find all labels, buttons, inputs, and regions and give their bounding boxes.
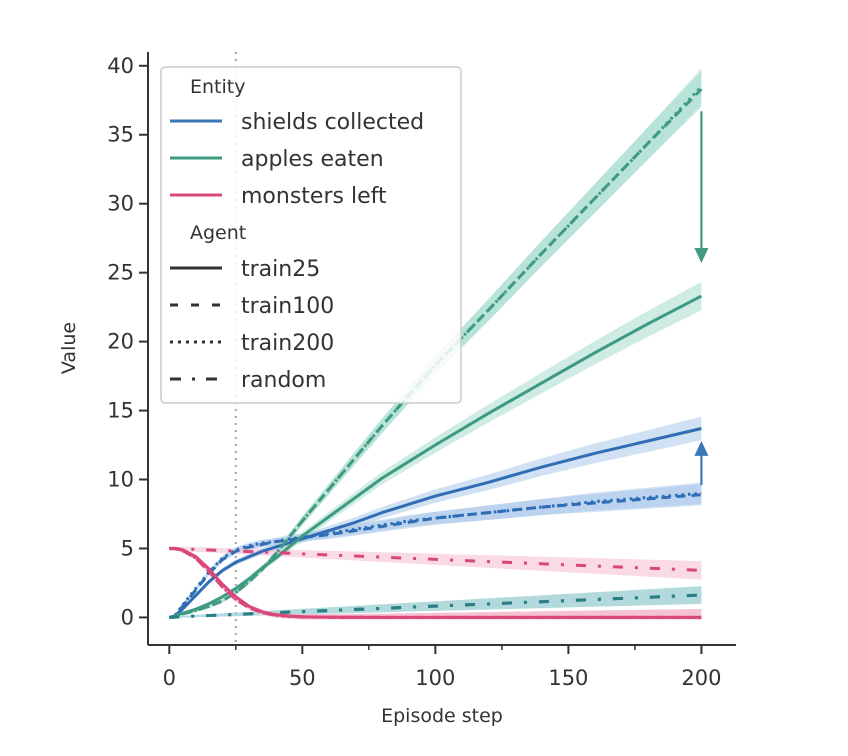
y-axis-label: Value <box>58 322 80 374</box>
legend-label-train100: train100 <box>241 294 334 319</box>
annotation-arrows <box>694 111 709 486</box>
band-monsters-left-train200 <box>169 546 702 620</box>
y-tick-label: 5 <box>121 536 134 560</box>
line-monsters-left-train200 <box>169 546 702 619</box>
y-tick-label: 0 <box>121 605 134 629</box>
y-ticks: 0 5 10 15 20 25 30 35 40 <box>107 54 148 629</box>
legend-label-train25: train25 <box>241 257 320 282</box>
x-tick-label: 150 <box>548 666 588 690</box>
x-tick-label: 200 <box>681 666 721 690</box>
x-ticks: 0 50 100 150 200 <box>163 645 721 690</box>
annotation-arrow-head <box>694 247 709 263</box>
legend: Entity shields collected apples eaten mo… <box>160 66 462 404</box>
series-lines <box>168 85 703 619</box>
line-apples-eaten-train25 <box>168 294 703 619</box>
y-tick-label: 10 <box>107 468 134 492</box>
band-apples-eaten-train25 <box>169 281 702 619</box>
line-apples-eaten-train200 <box>168 85 703 619</box>
x-axis-label: Episode step <box>381 705 503 727</box>
y-tick-label: 15 <box>107 399 134 423</box>
axes <box>147 52 736 646</box>
y-tick-label: 25 <box>107 261 134 285</box>
line-monsters-left-train100 <box>169 546 702 619</box>
x-tick-label: 50 <box>289 666 316 690</box>
legend-frame <box>160 66 462 404</box>
x-tick-label: 100 <box>415 666 455 690</box>
legend-title-agent: Agent <box>190 222 246 244</box>
y-tick-label: 30 <box>107 192 134 216</box>
legend-label-shields-collected: shields collected <box>241 110 424 135</box>
x-tick-label: 0 <box>163 666 176 690</box>
band-shields-collected-train25 <box>169 416 702 619</box>
legend-label-monsters-left: monsters left <box>241 184 387 209</box>
legend-title-entity: Entity <box>190 76 245 98</box>
y-tick-label: 35 <box>107 123 134 147</box>
annotation-arrow-head <box>694 440 709 456</box>
y-tick-label: 40 <box>107 54 134 78</box>
band-shields-collected-train200 <box>169 482 702 619</box>
legend-label-train200: train200 <box>241 331 334 356</box>
y-tick-label: 20 <box>107 330 134 354</box>
legend-label-random: random <box>241 368 326 393</box>
line-shields-collected-train200 <box>168 491 702 619</box>
legend-label-apples-eaten: apples eaten <box>241 147 384 172</box>
